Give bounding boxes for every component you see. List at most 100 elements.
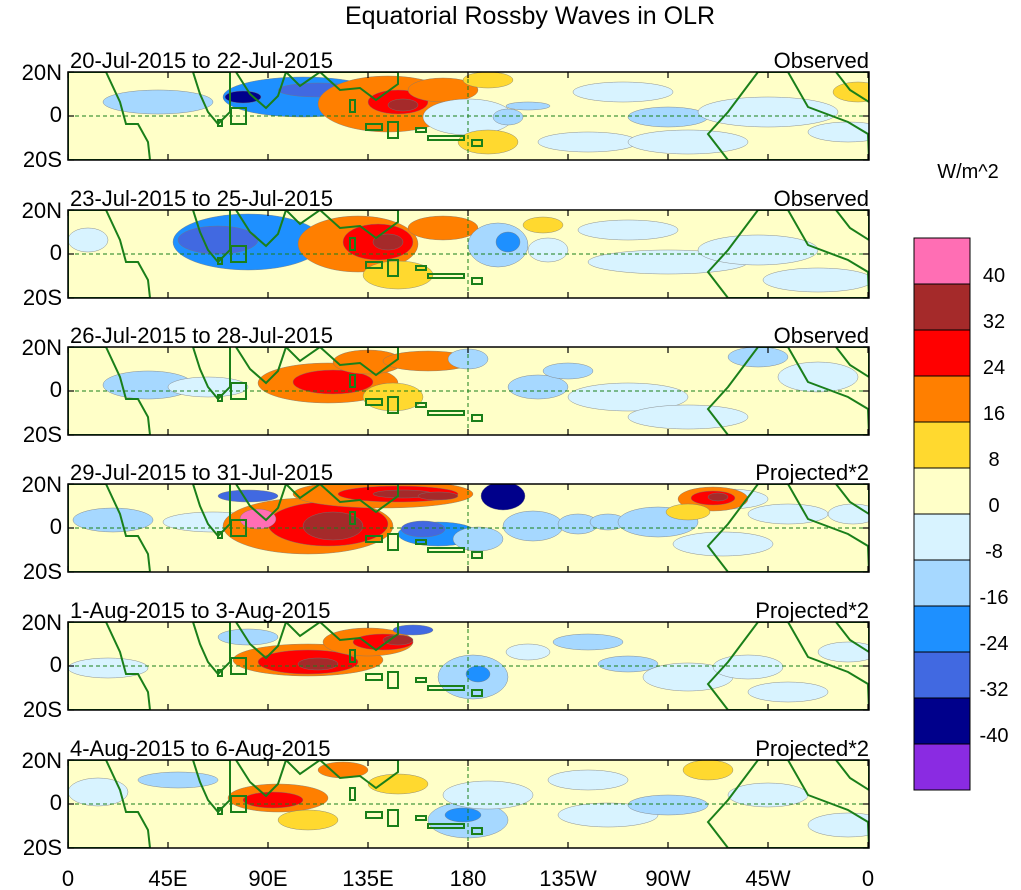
coastline — [284, 210, 322, 226]
island-coastline — [387, 671, 399, 689]
coastline — [284, 760, 322, 776]
olr-anomaly-contour — [832, 81, 869, 103]
colorbar-swatch — [913, 237, 971, 285]
map-panels: 20-Jul-2015 to 22-Jul-2015 Observed 20N 0 20… — [22, 48, 870, 860]
lat-label: 20N — [22, 335, 62, 360]
island-coastline — [217, 257, 223, 265]
island-coastline — [387, 259, 399, 277]
olr-anomaly-contour — [682, 760, 734, 781]
lon-label: 90W — [645, 866, 690, 890]
olr-anomaly-contour — [707, 492, 729, 502]
coastline — [68, 622, 152, 710]
coastline — [834, 622, 869, 654]
island-coastline — [365, 811, 383, 819]
coastline — [318, 622, 399, 652]
colorbar-swatch — [913, 651, 971, 699]
colorbar-tick-label: 24 — [983, 357, 1005, 379]
olr-field — [68, 760, 869, 848]
island-coastline — [427, 823, 465, 829]
colorbar-tick-label: 16 — [983, 403, 1005, 425]
olr-anomaly-contour — [444, 807, 482, 823]
panel-label: Observed — [774, 48, 869, 73]
olr-anomaly-contour — [672, 531, 774, 557]
figure-title: Equatorial Rossby Waves in OLR — [345, 2, 715, 30]
longitude-axis: 0 45E 90E 135E 180 135W 90W 45W 0 — [62, 866, 874, 890]
lat-label: 20S — [23, 697, 62, 722]
olr-anomaly-contour — [817, 641, 869, 663]
olr-anomaly-contour — [505, 643, 551, 661]
island-coastline — [415, 265, 427, 271]
olr-anomaly-contour — [762, 267, 869, 293]
olr-anomaly-contour — [727, 782, 809, 808]
coastline — [68, 210, 152, 298]
olr-anomaly-contour — [392, 624, 434, 636]
olr-anomaly-contour — [627, 106, 709, 128]
lon-label: 0 — [862, 866, 874, 890]
olr-anomaly-contour — [552, 633, 624, 651]
colorbar-swatch — [913, 743, 971, 791]
olr-anomaly-contour — [537, 131, 639, 153]
olr-anomaly-contour — [457, 129, 519, 155]
colorbar-tick-label: -16 — [980, 587, 1009, 609]
lat-label: 20N — [22, 198, 62, 223]
olr-anomaly-contour — [217, 628, 279, 646]
island-coastline — [387, 533, 399, 551]
olr-anomaly-contour — [137, 771, 219, 789]
panel-label: Observed — [774, 323, 869, 348]
island-coastline — [427, 410, 465, 416]
olr-anomaly-contour — [302, 511, 364, 541]
olr-field — [68, 622, 869, 710]
lon-label: 0 — [62, 866, 74, 890]
lon-label: 135E — [342, 866, 393, 890]
map-panel: 29-Jul-2015 to 31-Jul-2015 Projected*2 20N… — [22, 460, 870, 584]
olr-anomaly-contour — [727, 347, 789, 368]
olr-anomaly-contour — [627, 129, 749, 155]
coastline — [234, 622, 288, 660]
coastline — [834, 210, 869, 242]
island-coastline — [387, 809, 399, 827]
olr-anomaly-contour — [577, 219, 679, 241]
colorbar-tick-label: -40 — [980, 725, 1009, 747]
coastline — [834, 760, 869, 792]
island-coastline — [427, 685, 465, 691]
lat-label: 0 — [50, 102, 62, 127]
olr-anomaly-contour — [372, 233, 404, 251]
olr-anomaly-contour — [400, 520, 446, 538]
olr-anomaly-contour — [542, 362, 594, 380]
map-panel: 20-Jul-2015 to 22-Jul-2015 Observed 20N 0 20… — [22, 48, 870, 172]
lat-label: 20S — [23, 835, 62, 860]
island-coastline — [471, 277, 483, 285]
island-coastline — [415, 677, 427, 683]
colorbar-swatch — [913, 559, 971, 607]
island-coastline — [349, 787, 356, 801]
olr-anomaly-contour — [72, 507, 154, 533]
panel-date-range: 29-Jul-2015 to 31-Jul-2015 — [70, 460, 333, 485]
coastline — [318, 484, 399, 514]
lat-label: 20N — [22, 60, 62, 85]
lat-label: 20S — [23, 559, 62, 584]
olr-anomaly-contour — [68, 657, 149, 679]
colorbar: W/m^2 40 32 24 16 8 0 -8 -16 -24 -32 -40 — [913, 161, 1009, 791]
map-panel: 23-Jul-2015 to 25-Jul-2015 Observed 20N 0 20… — [22, 186, 870, 310]
panel-label: Observed — [774, 186, 869, 211]
olr-anomaly-contour — [627, 794, 709, 816]
olr-anomaly-contour — [442, 780, 534, 810]
colorbar-swatch — [913, 697, 971, 745]
olr-anomaly-contour — [597, 655, 659, 673]
panel-label: Projected*2 — [755, 736, 869, 761]
island-coastline — [471, 414, 483, 422]
olr-anomaly-contour — [547, 769, 629, 791]
lon-label: 90E — [248, 866, 287, 890]
colorbar-units: W/m^2 — [937, 161, 999, 183]
coastline — [68, 760, 152, 848]
island-coastline — [415, 815, 427, 821]
coastline — [234, 484, 288, 522]
colorbar-tick-label: -24 — [980, 633, 1009, 655]
lon-label: 45E — [148, 866, 187, 890]
olr-anomaly-contour — [407, 215, 479, 241]
island-coastline — [415, 127, 427, 133]
colorbar-swatch — [913, 467, 971, 515]
island-coastline — [349, 374, 356, 388]
olr-anomaly-contour — [382, 634, 414, 646]
island-coastline — [217, 807, 223, 815]
